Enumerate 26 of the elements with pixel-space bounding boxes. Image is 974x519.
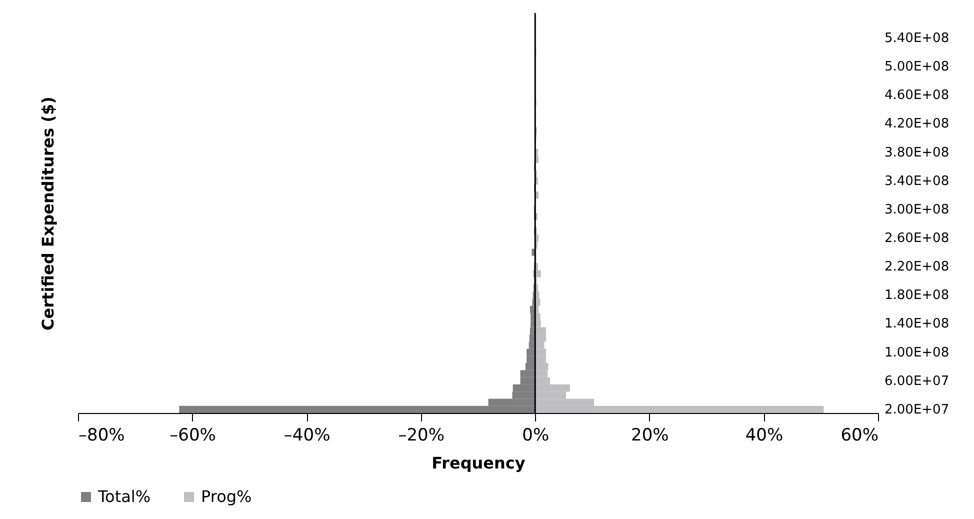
x-axis-title: Frequency [432, 454, 526, 472]
y-tick-label: 4.60E+08 [884, 88, 950, 104]
x-tick-label: –20% [398, 426, 445, 446]
y-tick-label: 2.00E+07 [884, 402, 950, 418]
y-axis-title: Certified Expenditures ($) [38, 96, 58, 330]
y-tick-label: 5.40E+08 [884, 31, 950, 46]
x-tick-label: –80% [78, 426, 125, 446]
y-tick-label: 2.20E+08 [884, 260, 950, 275]
x-tick-label: 20% [631, 426, 669, 446]
y-tick-label: 3.40E+08 [884, 174, 950, 189]
x-tick-label: –40% [284, 426, 330, 446]
y-tick-label: 5.00E+08 [884, 60, 950, 75]
legend-label: Prog% [201, 487, 252, 506]
x-tick-label: –60% [170, 426, 216, 446]
y-tick-label: 1.80E+08 [884, 288, 950, 304]
y-tick-label: 3.80E+08 [884, 145, 950, 160]
y-tick-label: 4.20E+08 [884, 116, 950, 132]
y-tick-label: 1.00E+08 [884, 345, 950, 360]
legend-label: Total% [97, 487, 151, 506]
y-tick-label: 6.00E+07 [884, 374, 950, 389]
x-tick-label: 60% [840, 426, 878, 446]
x-tick-label: 0% [522, 426, 550, 446]
y-tick-label: 1.40E+08 [884, 316, 950, 332]
x-tick-label: 40% [745, 426, 784, 446]
y-tick-label: 2.60E+08 [884, 231, 950, 246]
y-tick-label: 3.00E+08 [884, 202, 950, 218]
